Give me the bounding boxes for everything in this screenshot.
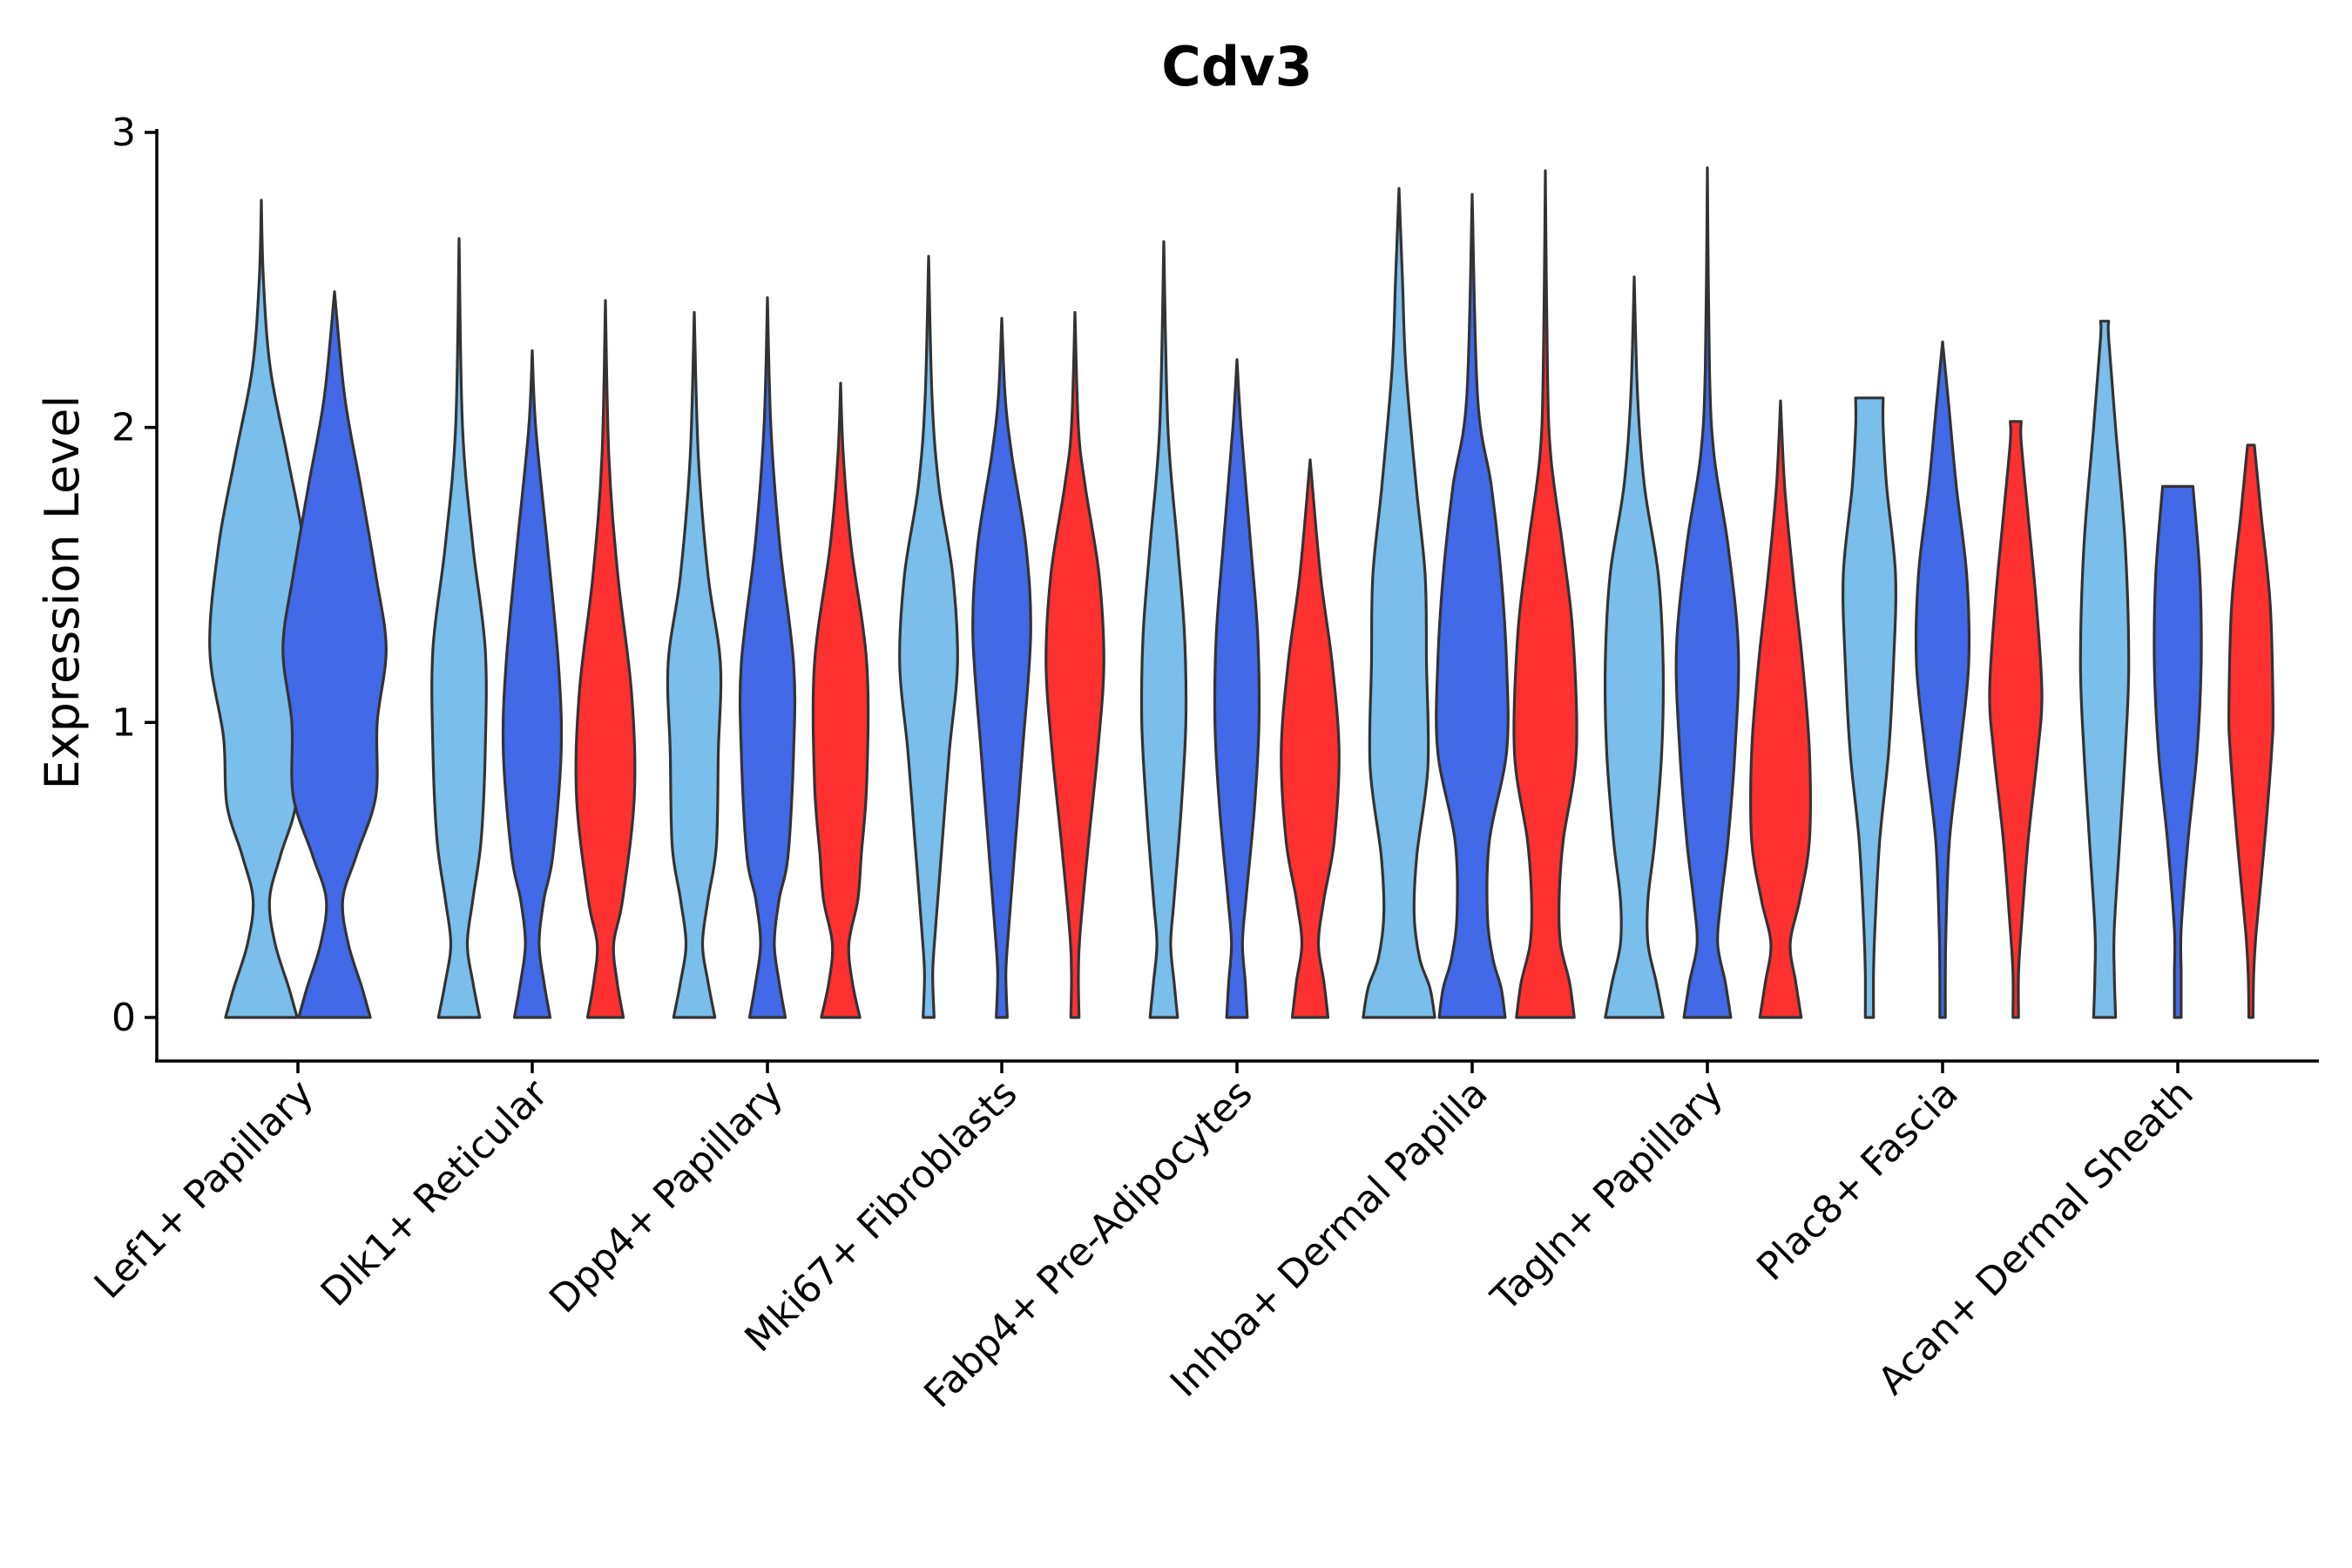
violin-4-0 <box>1139 240 1188 1019</box>
violin-0-1 <box>281 290 388 1019</box>
violin-6-2 <box>1749 399 1812 1019</box>
x-tick-label: Tagln+ Papillary <box>1483 1071 1732 1321</box>
x-tick-label: Lef1+ Papillary <box>86 1071 322 1308</box>
chart-title: Cdv3 <box>1161 35 1312 98</box>
y-tick-label: 2 <box>112 406 136 450</box>
violin-8-2 <box>2227 443 2274 1019</box>
violin-7-1 <box>1914 340 1971 1019</box>
violin-8-1 <box>2153 484 2203 1019</box>
violin-plot-area <box>208 166 2274 1019</box>
violin-2-2 <box>811 382 870 1019</box>
violin-5-0 <box>1362 186 1436 1019</box>
violin-2-0 <box>666 311 723 1019</box>
y-tick-label: 3 <box>112 111 136 155</box>
y-tick-label: 1 <box>112 700 136 745</box>
violin-8-0 <box>2078 320 2131 1019</box>
violin-1-0 <box>430 237 488 1019</box>
violin-1-1 <box>501 349 564 1019</box>
violin-6-1 <box>1674 166 1740 1019</box>
violin-3-1 <box>971 316 1032 1019</box>
violin-3-2 <box>1044 311 1105 1019</box>
violin-3-0 <box>898 254 959 1019</box>
violin-2-1 <box>738 296 797 1019</box>
violin-1-2 <box>574 299 637 1019</box>
y-ticks: 0 1 2 3 <box>112 111 157 1040</box>
violin-7-2 <box>1988 420 2044 1019</box>
y-axis-label: Expression Level <box>35 395 90 790</box>
violin-7-0 <box>1842 396 1897 1019</box>
violin-4-2 <box>1280 458 1341 1019</box>
violin-5-1 <box>1435 193 1510 1019</box>
x-tick-label: Dpp4+ Papillary <box>541 1071 792 1322</box>
y-tick-label: 0 <box>112 996 136 1040</box>
violin-0-0 <box>208 199 314 1019</box>
x-tick-label: Plac8+ Fascia <box>1748 1071 1967 1290</box>
x-tick-label: Dlk1+ Reticular <box>313 1071 558 1315</box>
violin-4-1 <box>1213 358 1261 1019</box>
violin-6-0 <box>1603 275 1666 1019</box>
violin-5-2 <box>1512 169 1578 1019</box>
